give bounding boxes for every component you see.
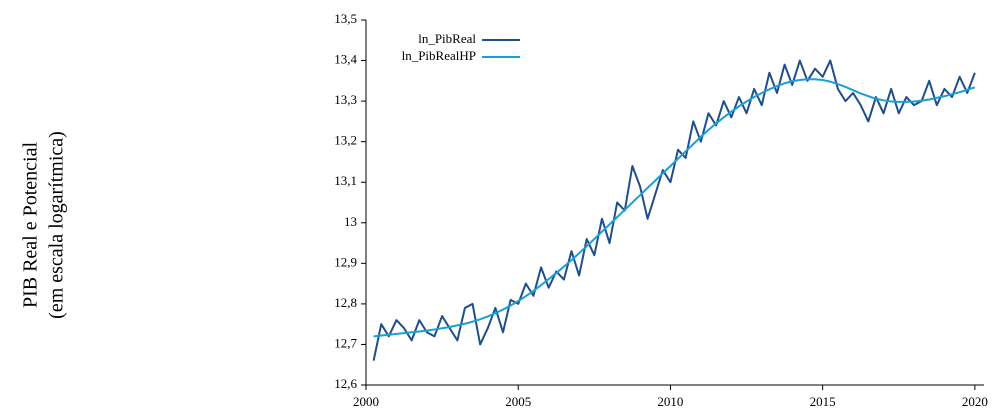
y-tick-label: 13,5 xyxy=(334,11,357,26)
series-line xyxy=(372,59,976,361)
x-tick-label: 2015 xyxy=(810,394,836,409)
series-line xyxy=(373,78,976,338)
legend-label: ln_PibRealHP xyxy=(402,48,476,63)
y-axis-title: PIB Real e Potencial (em escala logarítm… xyxy=(20,131,68,319)
y-tick-label: 13,4 xyxy=(334,52,357,67)
y-label-line: PIB Real e Potencial xyxy=(20,142,42,309)
y-tick-label: 13,1 xyxy=(334,173,357,188)
y-tick-label: 12,7 xyxy=(334,335,357,350)
x-tick-label: 2020 xyxy=(962,394,988,409)
x-tick-label: 2005 xyxy=(505,394,531,409)
x-tick-label: 2010 xyxy=(657,394,683,409)
y-tick-label: 13 xyxy=(344,214,357,229)
y-tick-label: 13,3 xyxy=(334,92,357,107)
y-label-line: (em escala logarítmica) xyxy=(46,131,68,319)
y-tick-label: 12,6 xyxy=(334,376,357,391)
y-tick-label: 12,8 xyxy=(334,295,357,310)
legend-label: ln_PibReal xyxy=(418,31,476,46)
y-tick-label: 13,2 xyxy=(334,133,357,148)
x-tick-label: 2000 xyxy=(353,394,379,409)
y-tick-label: 12,9 xyxy=(334,254,357,269)
